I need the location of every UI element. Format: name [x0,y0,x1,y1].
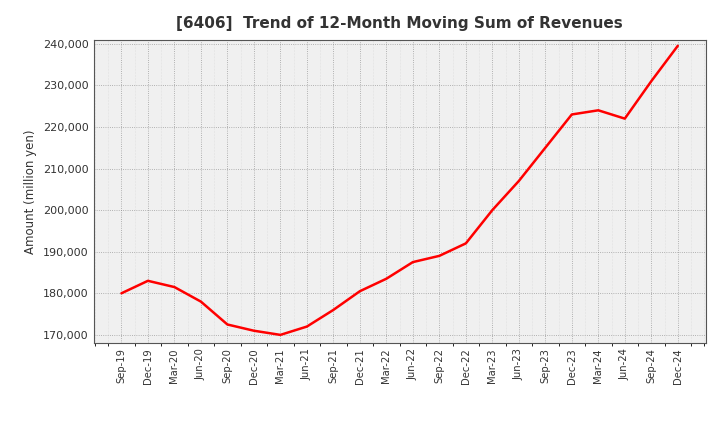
Y-axis label: Amount (million yen): Amount (million yen) [24,129,37,253]
Title: [6406]  Trend of 12-Month Moving Sum of Revenues: [6406] Trend of 12-Month Moving Sum of R… [176,16,623,32]
